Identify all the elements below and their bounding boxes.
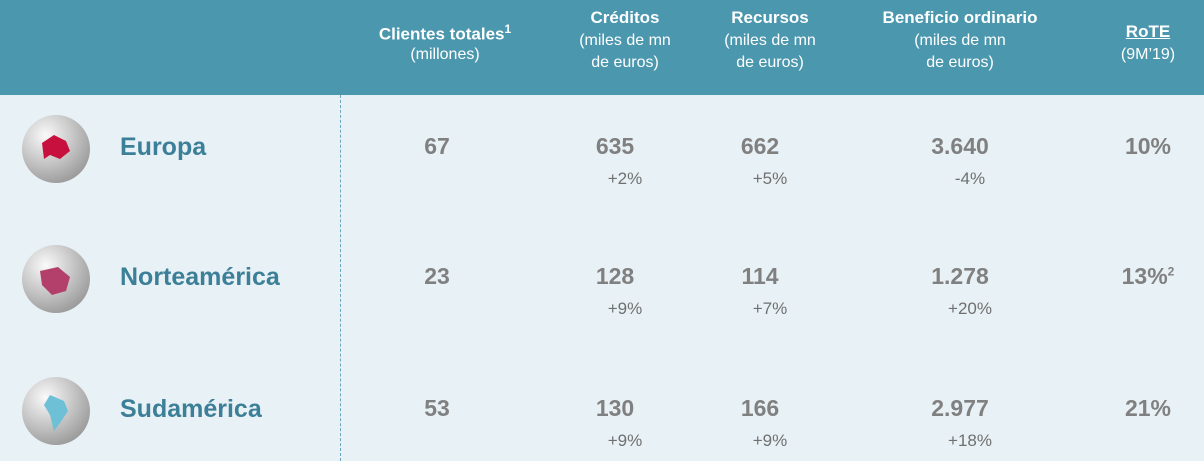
column-title-text: Créditos: [590, 8, 660, 27]
column-title: Recursos: [731, 8, 808, 28]
recursos-change: +5%: [752, 169, 788, 188]
column-subtitle: (millones): [410, 46, 480, 63]
column-title-text: RoTE: [1125, 22, 1171, 41]
creditos-change: +2%: [607, 169, 643, 188]
column-title: Créditos: [591, 8, 660, 28]
column-subtitle: (miles de mn: [724, 32, 816, 49]
recursos-value: 662: [740, 133, 780, 159]
creditos-value: 635: [595, 133, 635, 159]
column-title-text: Beneficio ordinario: [882, 8, 1038, 27]
region-name: Norteamérica: [120, 263, 280, 291]
clientes-value: 67: [424, 133, 450, 159]
column-subtitle: de euros): [926, 54, 994, 71]
column-subtitle: (miles de mn: [914, 32, 1006, 49]
globe-icon: [22, 377, 90, 445]
rote-value: 13%2: [1121, 263, 1175, 289]
rote-value: 10%: [1124, 133, 1172, 159]
creditos-value: 130: [595, 395, 635, 421]
recursos-value: 166: [740, 395, 780, 421]
region-name: Sudamérica: [120, 395, 262, 423]
superscript: 2: [1167, 264, 1175, 279]
globe-icon: [22, 245, 90, 313]
beneficio-change: +20%: [948, 299, 992, 318]
recursos-value: 114: [741, 263, 779, 289]
column-title: Clientes totales1: [379, 22, 511, 45]
column-subtitle: de euros): [736, 54, 804, 71]
clientes-value: 53: [424, 395, 450, 421]
recursos-change: +7%: [752, 299, 788, 318]
beneficio-value: 2.977: [931, 395, 989, 421]
column-subtitle: (9M’19): [1120, 46, 1176, 63]
beneficio-value: 3.640: [931, 133, 989, 159]
column-subtitle: de euros): [591, 54, 659, 71]
column-title: Beneficio ordinario: [883, 8, 1038, 28]
header-band: [0, 0, 1204, 95]
column-title-text: Clientes totales: [378, 24, 505, 44]
recursos-change: +9%: [752, 431, 788, 450]
rote-value: 21%: [1124, 395, 1172, 421]
creditos-change: +9%: [607, 299, 643, 318]
column-title: RoTE: [1126, 22, 1170, 42]
globe-icon: [22, 115, 90, 183]
beneficio-change: +18%: [948, 431, 992, 450]
divider: [340, 95, 341, 461]
column-subtitle: (miles de mn: [579, 32, 671, 49]
creditos-change: +9%: [607, 431, 643, 450]
column-title-text: Recursos: [731, 8, 809, 27]
clientes-value: 23: [424, 263, 450, 289]
creditos-value: 128: [595, 263, 635, 289]
beneficio-value: 1.278: [931, 263, 989, 289]
superscript: 1: [504, 22, 512, 36]
beneficio-change: -4%: [954, 169, 986, 188]
region-name: Europa: [120, 133, 207, 161]
